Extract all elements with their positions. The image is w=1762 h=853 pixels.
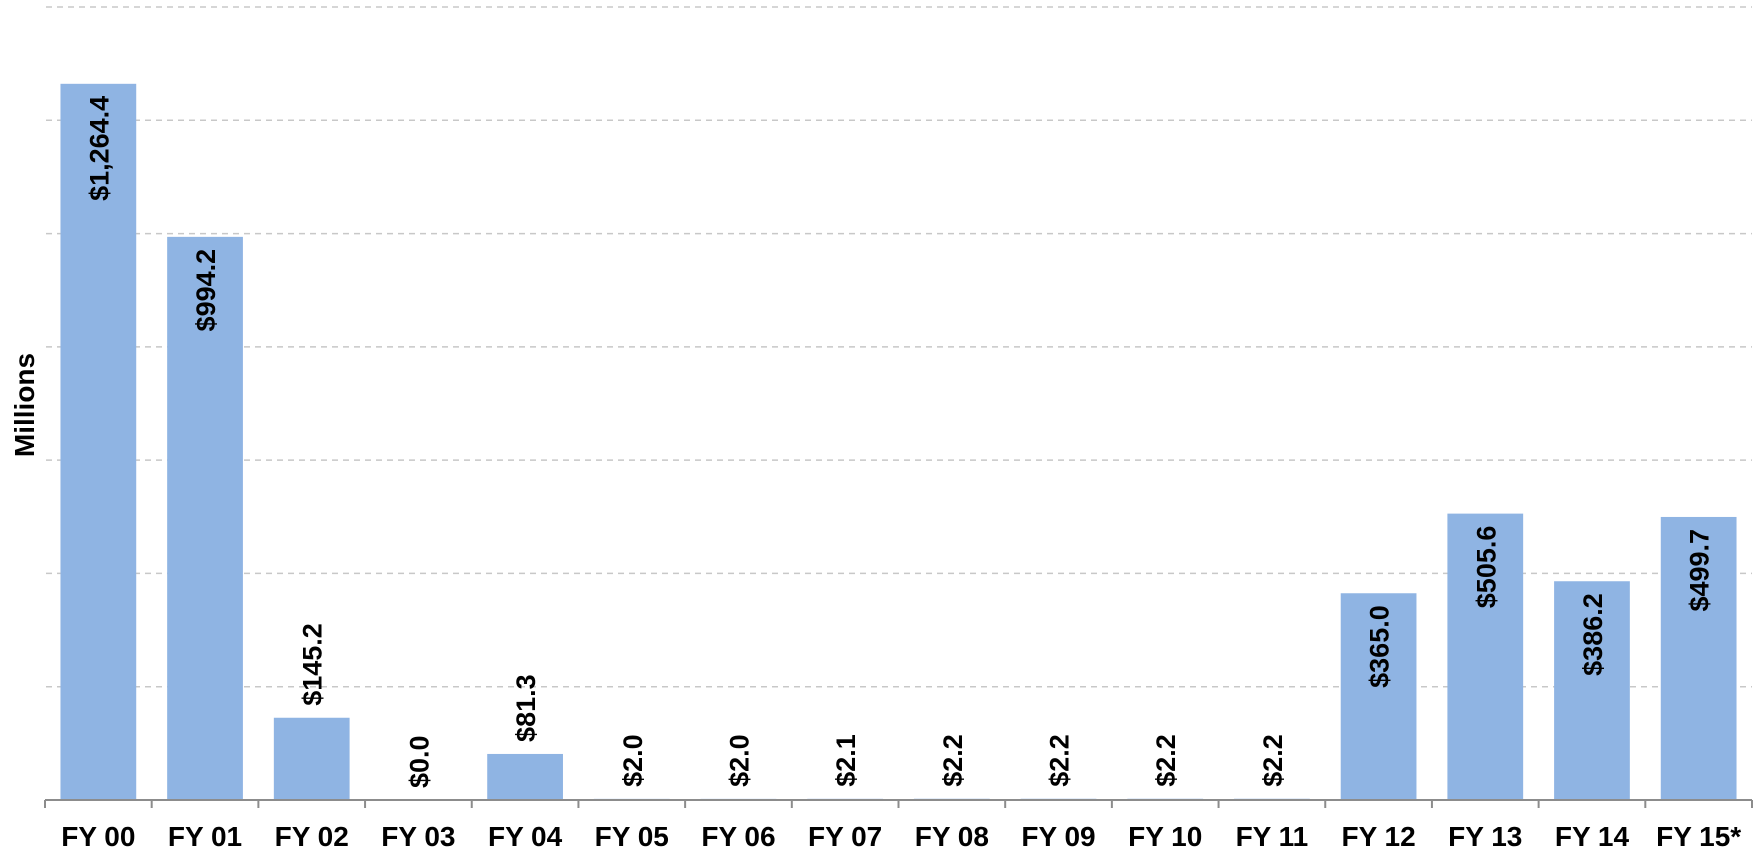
bar-value-label: $505.6 <box>1471 526 1501 609</box>
bar-value-label: $994.2 <box>191 249 221 332</box>
x-tick-label: FY 11 <box>1236 821 1309 852</box>
x-tick-label: FY 05 <box>595 821 669 852</box>
x-tick-label: FY 02 <box>275 821 349 852</box>
x-tick-label: FY 08 <box>915 821 989 852</box>
x-tick-label: FY 06 <box>701 821 775 852</box>
bars <box>60 83 1737 801</box>
x-tick-label: FY 10 <box>1128 821 1202 852</box>
bar-value-label: $2.0 <box>618 734 648 787</box>
y-axis-label: Millions <box>9 353 40 457</box>
bar-value-label: $81.3 <box>511 674 541 742</box>
bar-fy-04 <box>487 753 563 800</box>
bar-value-label: $145.2 <box>298 623 328 706</box>
value-labels: $1,264.4 $994.2 $145.2 $0.0 $81.3 $2.0 $2.0 $2.… <box>84 96 1714 788</box>
x-tick-label: FY 01 <box>168 821 242 852</box>
x-tick-label: FY 03 <box>381 821 455 852</box>
x-tick-label: FY 15* <box>1656 821 1741 852</box>
bar-value-label: $0.0 <box>404 735 434 788</box>
bar-value-label: $2.2 <box>1258 734 1288 787</box>
bar-fy-12 <box>1340 593 1417 800</box>
x-tick-label: FY 07 <box>808 821 882 852</box>
x-tick-label: FY 09 <box>1021 821 1095 852</box>
x-axis: FY 00 FY 01 FY 02 FY 03 FY 04 FY 05 FY 06 FY 07… <box>44 799 1753 852</box>
x-tick-label: FY 14 <box>1555 821 1630 852</box>
bar-value-label: $365.0 <box>1365 605 1395 688</box>
bar-value-label: $2.2 <box>1045 734 1075 787</box>
bar-value-label: $2.1 <box>831 734 861 787</box>
bar-fy-01 <box>167 236 243 801</box>
bar-fy-00 <box>60 83 137 800</box>
bar-fy-02 <box>273 717 350 800</box>
bar-value-label: $499.7 <box>1685 529 1715 612</box>
x-tick-label: FY 12 <box>1341 821 1415 852</box>
bar-value-label: $2.0 <box>724 734 754 787</box>
bar-value-label: $1,264.4 <box>84 96 114 201</box>
x-tick-label: FY 00 <box>61 821 135 852</box>
bar-value-label: $2.2 <box>938 734 968 787</box>
bar-fy-14 <box>1554 581 1630 800</box>
bar-fy-13 <box>1447 513 1524 800</box>
x-tick-label: FY 13 <box>1448 821 1522 852</box>
x-tick-label: FY 04 <box>488 821 563 852</box>
bar-value-label: $2.2 <box>1151 734 1181 787</box>
bar-fy-15 <box>1660 516 1737 800</box>
bar-value-label: $386.2 <box>1578 593 1608 676</box>
